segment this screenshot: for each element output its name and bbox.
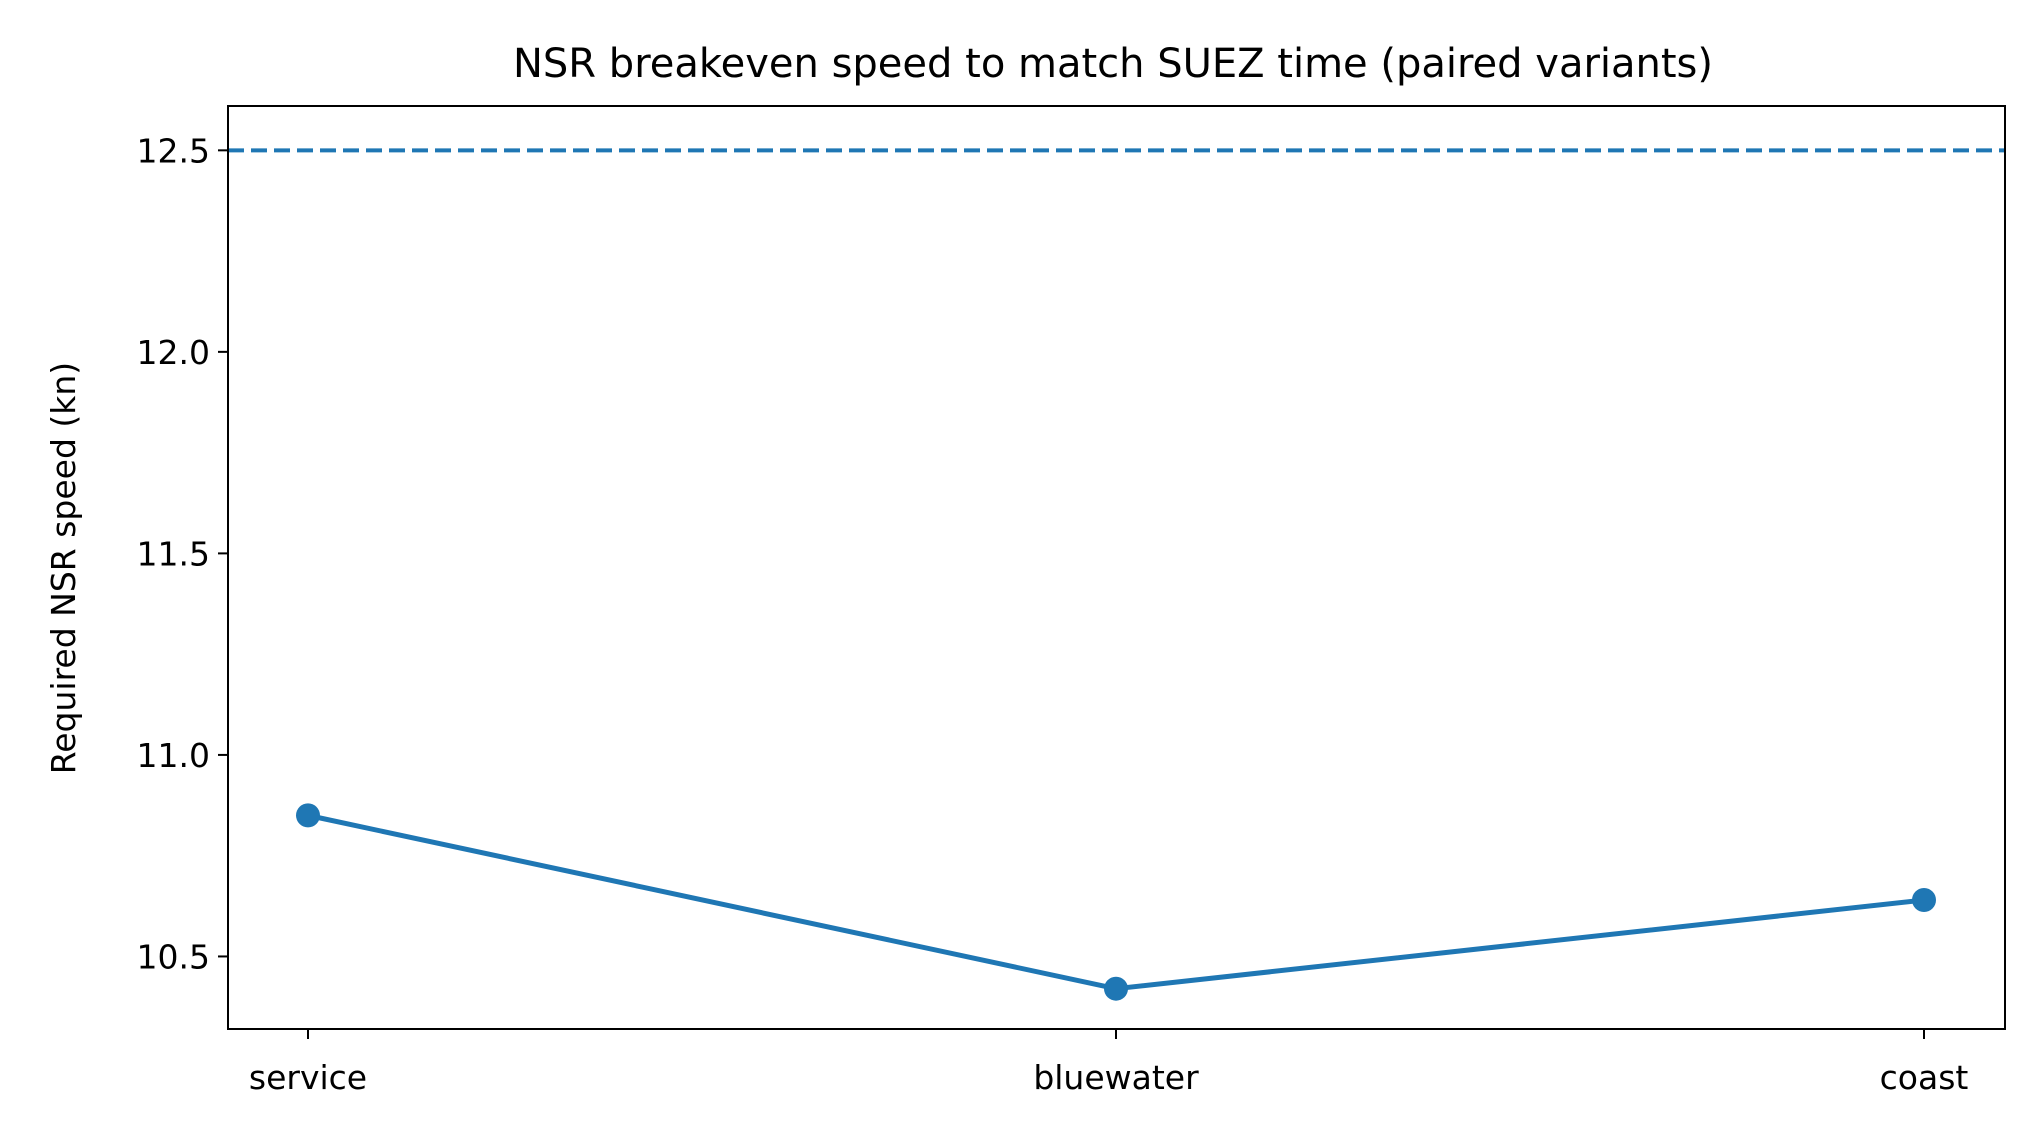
data-point [296, 803, 320, 828]
y-tick-label: 12.5 [137, 131, 210, 170]
plot-area: 10.5 11.0 11.5 12.0 12.5 service bluewater coas… [137, 131, 2005, 1097]
y-tick-label: 11.0 [137, 736, 210, 775]
x-tick-label: service [249, 1058, 367, 1097]
y-tick-label: 10.5 [137, 937, 210, 976]
x-tick-label: bluewater [1033, 1058, 1199, 1097]
chart-title: NSR breakeven speed to match SUEZ time (… [513, 41, 1713, 87]
data-point [1104, 976, 1128, 1001]
y-tick-label: 11.5 [137, 534, 210, 573]
y-axis-label: Required NSR speed (kn) [44, 362, 83, 774]
plot-frame [227, 105, 2006, 1030]
series-line [305, 812, 1927, 992]
x-tick-label: coast [1880, 1058, 1969, 1097]
data-point [1912, 888, 1936, 913]
y-tick-label: 12.0 [137, 333, 210, 372]
